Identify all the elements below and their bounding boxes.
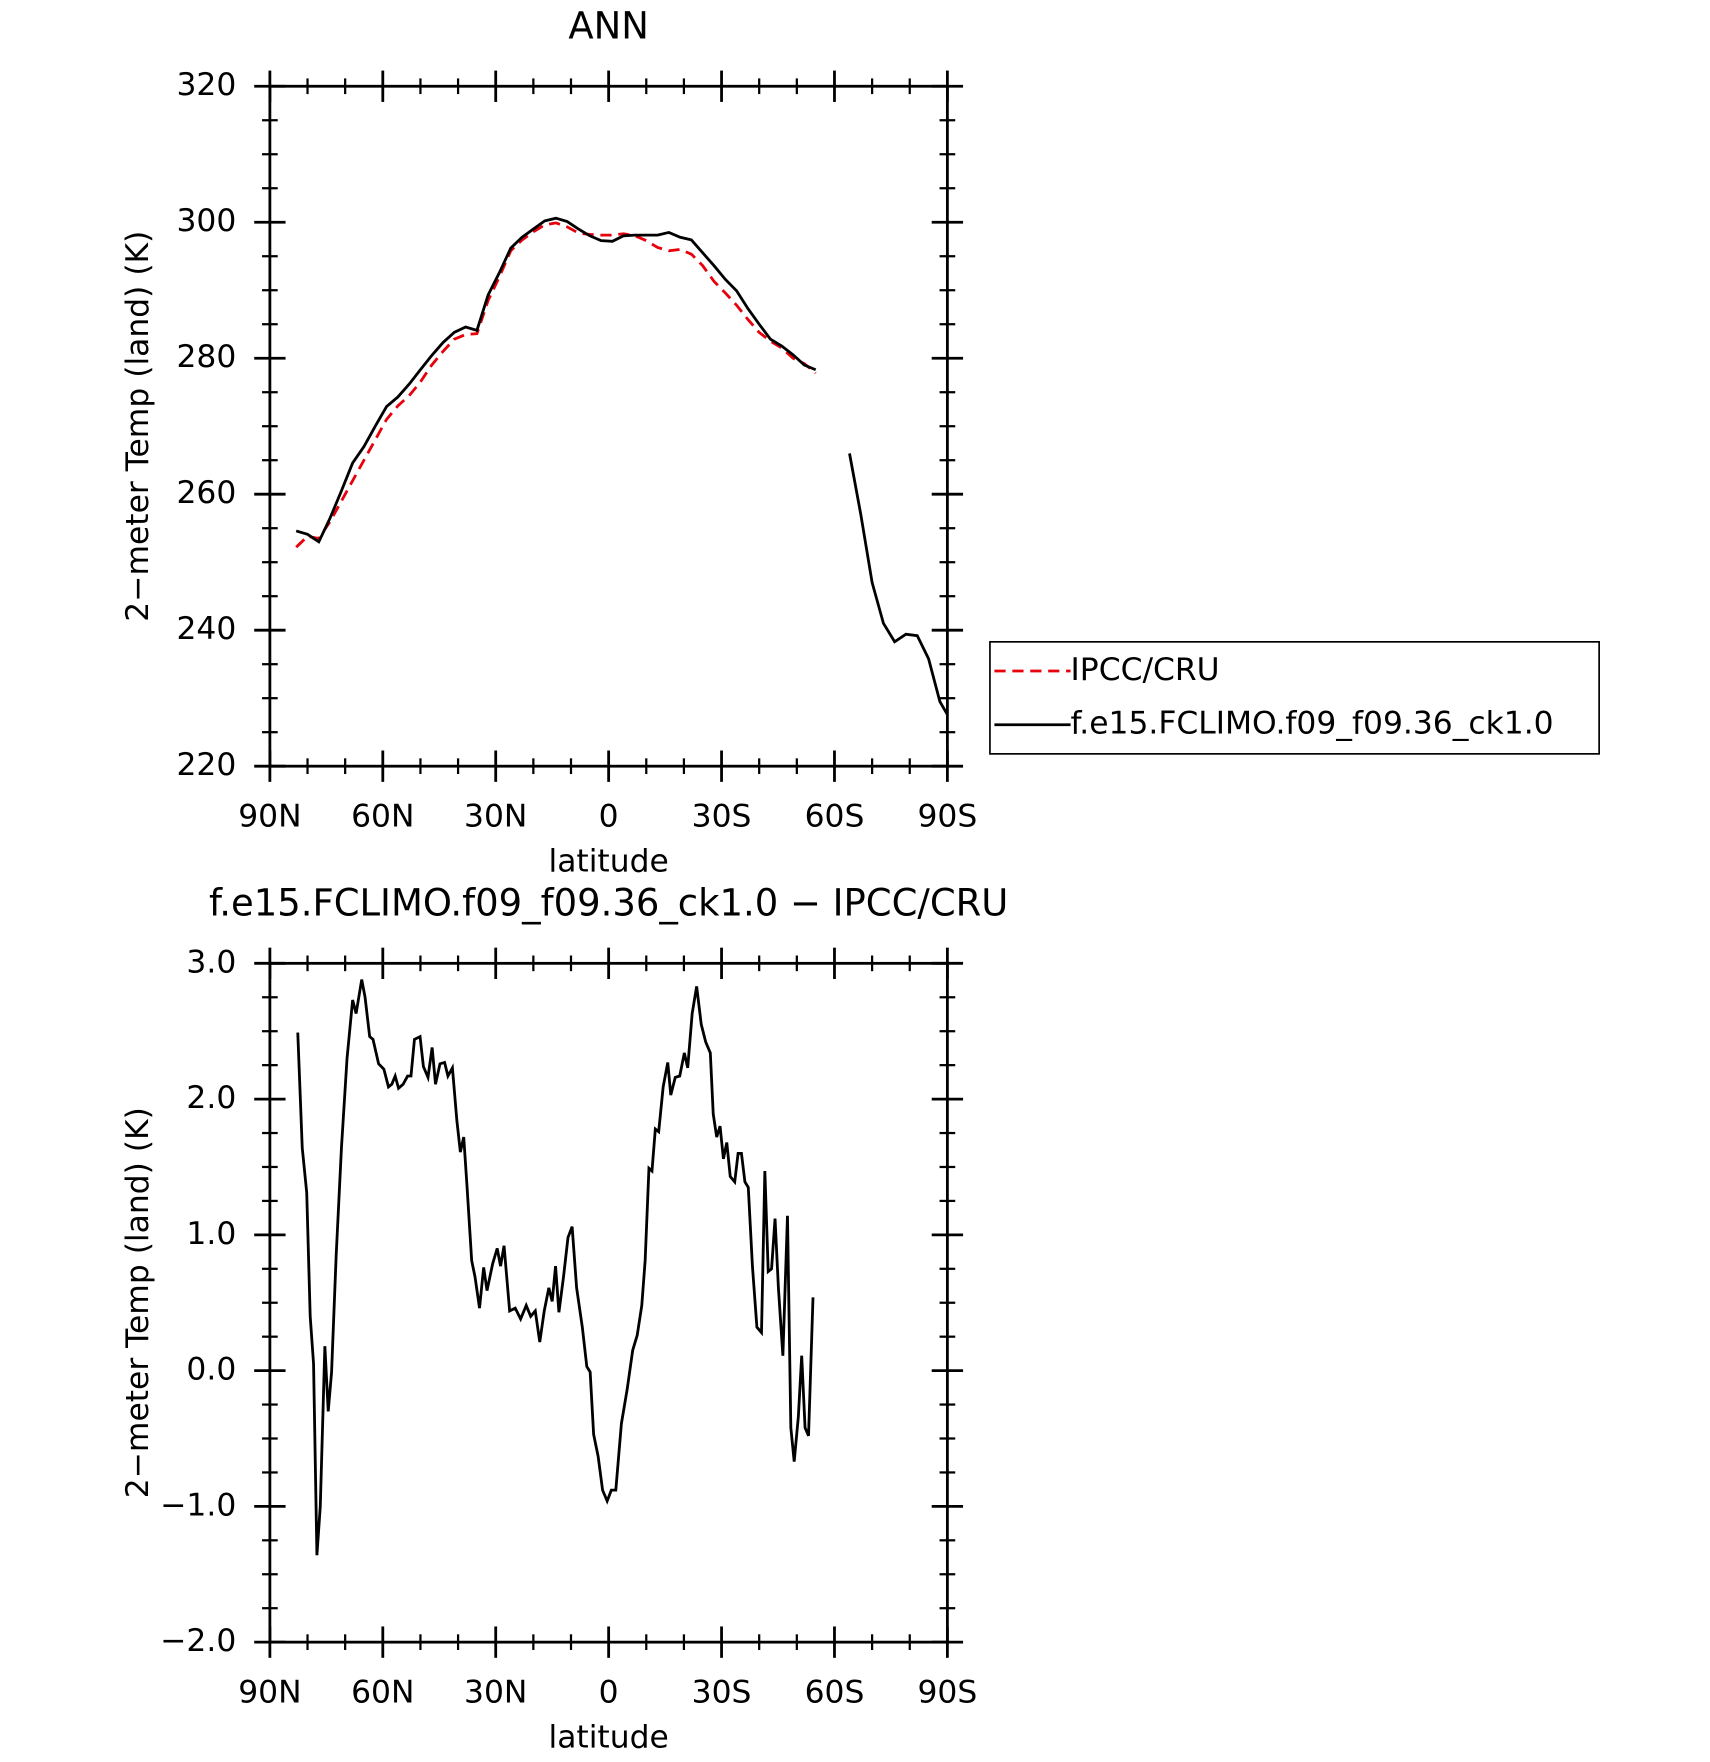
y-tick-label: 260 xyxy=(176,475,236,511)
chart-title: ANN xyxy=(568,5,649,48)
x-tick-label: 60N xyxy=(351,799,414,835)
y-tick-label: −1.0 xyxy=(160,1487,236,1523)
legend-label: f.e15.FCLIMO.f09_f09.36_ck1.0 xyxy=(1071,706,1554,742)
y-tick-label: −2.0 xyxy=(160,1623,236,1659)
legend-box xyxy=(989,641,1600,755)
y-tick-label: 300 xyxy=(176,203,236,239)
chart-title: f.e15.FCLIMO.f09_f09.36_ck1.0 − IPCC/CRU xyxy=(209,882,1008,925)
x-tick-label: 0 xyxy=(599,799,619,835)
y-tick-label: 3.0 xyxy=(186,944,236,980)
data-line xyxy=(296,979,815,1556)
y-tick-label: 240 xyxy=(176,611,236,647)
y-tick-label: 220 xyxy=(176,747,236,783)
x-tick-label: 60S xyxy=(805,799,865,835)
plot-frame xyxy=(268,84,949,768)
y-axis-label: 2−meter Temp (land) (K) xyxy=(120,231,156,622)
x-tick-label: 90S xyxy=(918,1675,978,1711)
x-tick-label: 90N xyxy=(238,799,301,835)
y-tick-label: 0.0 xyxy=(186,1352,236,1388)
plot-frame xyxy=(268,961,949,1644)
x-axis-label: latitude xyxy=(549,844,669,880)
x-tick-label: 90S xyxy=(918,799,978,835)
legend-label: IPCC/CRU xyxy=(1071,652,1220,688)
x-tick-label: 0 xyxy=(599,1675,619,1711)
y-tick-label: 2.0 xyxy=(186,1080,236,1116)
y-tick-label: 280 xyxy=(176,339,236,375)
data-line xyxy=(295,216,949,716)
x-tick-label: 30N xyxy=(464,1675,527,1711)
y-tick-label: 320 xyxy=(176,67,236,103)
data-line xyxy=(295,221,817,549)
x-tick-label: 30S xyxy=(692,1675,752,1711)
x-tick-label: 60S xyxy=(805,1675,865,1711)
x-axis-label: latitude xyxy=(549,1719,669,1755)
x-tick-label: 60N xyxy=(351,1675,414,1711)
y-tick-label: 1.0 xyxy=(186,1216,236,1252)
y-axis-label: 2−meter Temp (land) (K) xyxy=(120,1107,156,1498)
x-tick-label: 30S xyxy=(692,799,752,835)
x-tick-label: 90N xyxy=(238,1675,301,1711)
x-tick-label: 30N xyxy=(464,799,527,835)
